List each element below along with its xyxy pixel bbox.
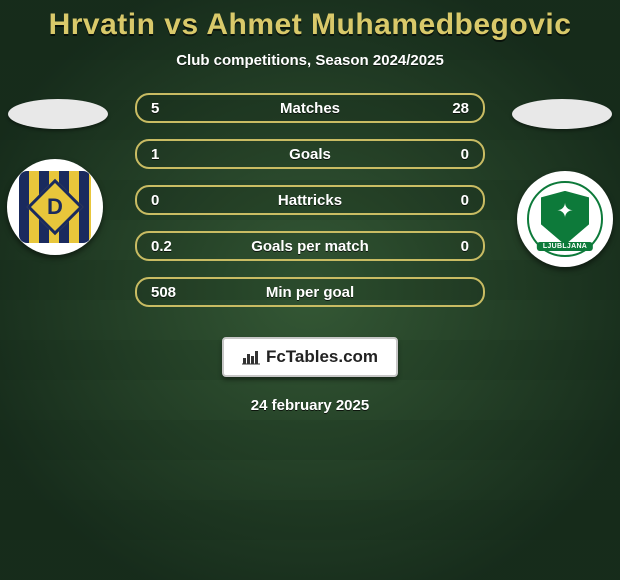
stat-row: 5 Matches 28 (135, 93, 485, 123)
page-title: Hrvatin vs Ahmet Muhamedbegovic (0, 8, 620, 42)
stat-left-value: 508 (151, 284, 211, 301)
stats-table: 5 Matches 28 1 Goals 0 0 Hattricks 0 0.2… (135, 93, 485, 323)
stat-row: 0 Hattricks 0 (135, 185, 485, 215)
player-left-silhouette (8, 99, 108, 129)
stat-left-value: 5 (151, 100, 211, 117)
stat-label: Goals per match (211, 238, 409, 255)
stat-right-value: 0 (409, 238, 469, 255)
stat-label: Min per goal (211, 284, 409, 301)
stat-left-value: 1 (151, 146, 211, 163)
comparison-row: D ✦ LJUBLJANA 5 Matches 28 1 Goals 0 (0, 99, 620, 319)
stat-label: Matches (211, 100, 409, 117)
subtitle: Club competitions, Season 2024/2025 (0, 52, 620, 69)
stat-row: 1 Goals 0 (135, 139, 485, 169)
stat-row: 508 Min per goal (135, 277, 485, 307)
brand-link[interactable]: FcTables.com (222, 337, 398, 377)
stat-label: Hattricks (211, 192, 409, 209)
dragon-icon: ✦ (557, 199, 574, 224)
stat-left-value: 0.2 (151, 238, 211, 255)
bar-chart-icon (242, 349, 260, 365)
content: Hrvatin vs Ahmet Muhamedbegovic Club com… (0, 0, 620, 414)
stat-left-value: 0 (151, 192, 211, 209)
player-right-column: ✦ LJUBLJANA (510, 99, 620, 267)
club-crest-left: D (7, 159, 103, 255)
stat-right-value: 0 (409, 192, 469, 209)
stat-row: 0.2 Goals per match 0 (135, 231, 485, 261)
club-crest-right: ✦ LJUBLJANA (517, 171, 613, 267)
brand-text: FcTables.com (266, 347, 378, 367)
player-right-silhouette (512, 99, 612, 129)
stat-label: Goals (211, 146, 409, 163)
crest-right-banner: LJUBLJANA (537, 242, 593, 251)
footer: FcTables.com 24 february 2025 (0, 337, 620, 414)
stat-right-value: 28 (409, 100, 469, 117)
crest-left-letter: D (47, 194, 63, 220)
date-label: 24 february 2025 (0, 397, 620, 414)
stat-right-value: 0 (409, 146, 469, 163)
player-left-column: D (0, 99, 110, 255)
